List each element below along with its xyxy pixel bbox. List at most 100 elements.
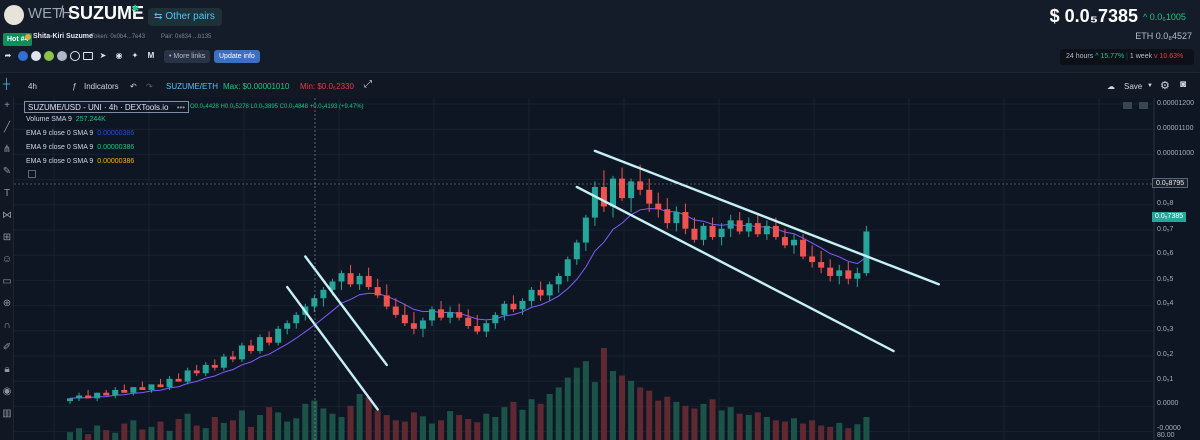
telegram-icon[interactable]: ➤ [99, 51, 107, 60]
other-pairs-button[interactable]: ⇆ Other pairs [148, 8, 222, 26]
candle-body [501, 303, 508, 315]
volume-bar [130, 420, 137, 440]
candle-body [827, 267, 834, 276]
volume-bar [193, 425, 200, 440]
crosshair-icon[interactable]: ┼ [3, 79, 11, 90]
ema-legend-row[interactable]: EMA 9 close 0 SMA 9 0.00000386 [26, 158, 134, 165]
chevron-down-icon[interactable]: ▼ [1147, 83, 1153, 89]
indicators-button[interactable]: Indicators [84, 82, 119, 91]
candle-group [67, 164, 870, 404]
medium-icon[interactable]: M [147, 51, 155, 60]
discord-icon[interactable]: ◉ [115, 51, 123, 60]
volume-bar [564, 377, 571, 440]
pair-address[interactable]: Pair: 0x834 ...b135 [161, 34, 212, 40]
price-axis-label: 0.00001000 [1157, 150, 1194, 157]
trendline-tool-icon[interactable]: ╱ [3, 122, 11, 133]
interval-selector[interactable]: 4h [28, 82, 37, 91]
pitchfork-tool-icon[interactable]: ⋔ [2, 144, 12, 155]
website-icon[interactable] [70, 51, 80, 61]
fib-tool-icon[interactable]: ⊞ [2, 232, 12, 243]
volume-bar [591, 382, 598, 440]
candle-body [492, 314, 499, 324]
candle-body [555, 275, 562, 285]
update-info-button[interactable]: Update info [214, 50, 260, 63]
candle-body [591, 186, 598, 218]
candle-body [791, 239, 797, 246]
volume-bar [347, 405, 354, 440]
ema-legend-row[interactable]: EMA 9 close 0 SMA 9 0.00000386 [26, 130, 134, 137]
undo-icon[interactable]: ↶ [130, 82, 137, 91]
cloud-icon[interactable]: ☁ [1107, 82, 1115, 91]
save-button[interactable]: Save [1124, 82, 1143, 91]
redo-icon[interactable]: ↷ [146, 82, 153, 91]
uniswap-icon[interactable] [18, 51, 28, 61]
fullscreen-icon[interactable]: ⤢ [364, 79, 372, 90]
ema-legend-value: 0.00000386 [97, 130, 135, 137]
legend-more-icon[interactable]: ••• [176, 103, 186, 112]
legend-collapse-icon[interactable] [28, 170, 36, 178]
share-icon[interactable]: ➦ [4, 51, 12, 60]
price-axis-label: 0.0₅5 [1157, 276, 1174, 283]
volume-bar [501, 407, 508, 440]
price-axis-label: 0.0₅4 [1157, 300, 1174, 307]
candle-body [320, 289, 327, 299]
stats-24h-label: 24 hours [1066, 53, 1094, 60]
volume-bar [429, 423, 435, 440]
emoji-tool-icon[interactable]: ☺ [1, 254, 13, 265]
chart-legend-title[interactable]: SUZUME/USD - UNI · 4h · DEXTools.io ••• [24, 101, 190, 113]
volume-bar [311, 400, 318, 440]
candle-body [166, 378, 173, 388]
lock-icon[interactable]: 🔒︎ [4, 364, 10, 375]
candle-body [474, 326, 481, 332]
eye-icon[interactable]: ◉ [2, 386, 12, 397]
token-fullname: Shita-Kiri Suzume [33, 33, 93, 40]
crosshair-tool-icon[interactable]: + [4, 100, 10, 111]
twitter-icon[interactable]: ✦ [131, 51, 139, 60]
trash-icon[interactable]: ▥ [2, 408, 12, 419]
volume-bar [845, 428, 852, 440]
cmc-icon[interactable] [57, 51, 67, 61]
volume-bar [229, 420, 236, 440]
indicators-icon[interactable]: ƒ [72, 82, 77, 91]
ruler-tool-icon[interactable]: ▭ [2, 276, 12, 287]
volume-bar [474, 422, 481, 440]
gear-icon[interactable]: ⚙ [1160, 80, 1170, 92]
volume-bar [691, 408, 698, 440]
volume-legend[interactable]: Volume SMA 9 257.244K [26, 116, 106, 123]
etherscan-icon[interactable] [31, 51, 41, 61]
zoom-tool-icon[interactable]: ⊕ [2, 298, 12, 309]
candle-body [130, 387, 137, 393]
more-links-button[interactable]: • More links [164, 50, 211, 63]
token-address[interactable]: Token: 0x0b4...7e43 [91, 34, 146, 40]
candle-body [854, 273, 861, 279]
monitor-icon[interactable] [83, 52, 93, 60]
volume-bar [600, 348, 607, 440]
ema-legend-row[interactable]: EMA 9 close 0 SMA 9 0.00000386 [26, 144, 134, 151]
candle-body [447, 312, 454, 318]
magnet-tool-icon[interactable]: ∩ [3, 320, 11, 331]
volume-bar [709, 399, 716, 440]
price-axis-label: 0.0₅8 [1157, 200, 1174, 207]
volume-bar [628, 380, 635, 440]
volume-bar [220, 422, 227, 440]
pattern-tool-icon[interactable]: ⋈ [2, 210, 12, 221]
pair-header: WETH / SUZUME ✱ ⇆ Other pairs Hot #4 Shit… [0, 0, 1200, 72]
ema-legend-value: 0.00000386 [97, 158, 135, 165]
price-axis-label: 0.0₅7 [1157, 226, 1174, 233]
candle-body [211, 364, 218, 368]
price-chart[interactable] [14, 98, 1200, 440]
volume-bar [320, 408, 327, 440]
camera-icon[interactable]: ◙ [1180, 79, 1187, 90]
candle-body [745, 223, 752, 232]
pencil-lock-icon[interactable]: ✐ [2, 342, 12, 353]
volume-bar [67, 432, 73, 440]
text-tool-icon[interactable]: T [3, 188, 11, 199]
price-axis-label: 0.0₅6 [1157, 250, 1174, 257]
brush-tool-icon[interactable]: ✎ [2, 166, 12, 177]
volume-bar [438, 420, 445, 440]
volume-bar [537, 403, 544, 440]
coingecko-icon[interactable] [44, 51, 54, 61]
candle-body [157, 384, 164, 388]
volume-bar [736, 413, 743, 440]
candle-body [238, 345, 245, 360]
